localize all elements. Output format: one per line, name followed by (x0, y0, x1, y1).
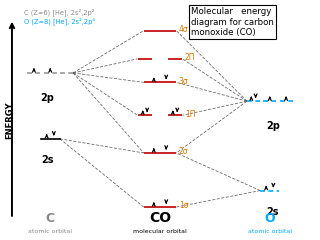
Text: O (Z=8) [He], 2s²,2p⁴: O (Z=8) [He], 2s²,2p⁴ (24, 18, 94, 25)
Text: 3σ: 3σ (179, 77, 188, 86)
Text: 2σ: 2σ (179, 147, 188, 156)
Text: O: O (264, 212, 275, 225)
Text: 1Π: 1Π (185, 110, 196, 119)
Text: 2Π: 2Π (185, 53, 196, 62)
Text: CO: CO (149, 211, 171, 225)
Text: 2s: 2s (41, 155, 53, 165)
Text: atomic orbital: atomic orbital (28, 229, 72, 234)
Text: 2p: 2p (40, 93, 54, 103)
Text: ENERGY: ENERGY (5, 101, 14, 139)
Text: 2p: 2p (266, 121, 280, 131)
Text: 1σ: 1σ (179, 201, 188, 210)
Text: C: C (46, 212, 55, 225)
Text: C (Z=6) [He], 2s²,2p²: C (Z=6) [He], 2s²,2p² (24, 8, 94, 16)
Text: atomic orbital: atomic orbital (248, 229, 292, 234)
Text: 2s: 2s (267, 207, 279, 217)
Text: Molecular   energy
diagram for carbon
monoxide (CO): Molecular energy diagram for carbon mono… (191, 7, 274, 37)
Text: molecular orbital: molecular orbital (133, 229, 187, 234)
Text: 4σ: 4σ (179, 25, 188, 34)
